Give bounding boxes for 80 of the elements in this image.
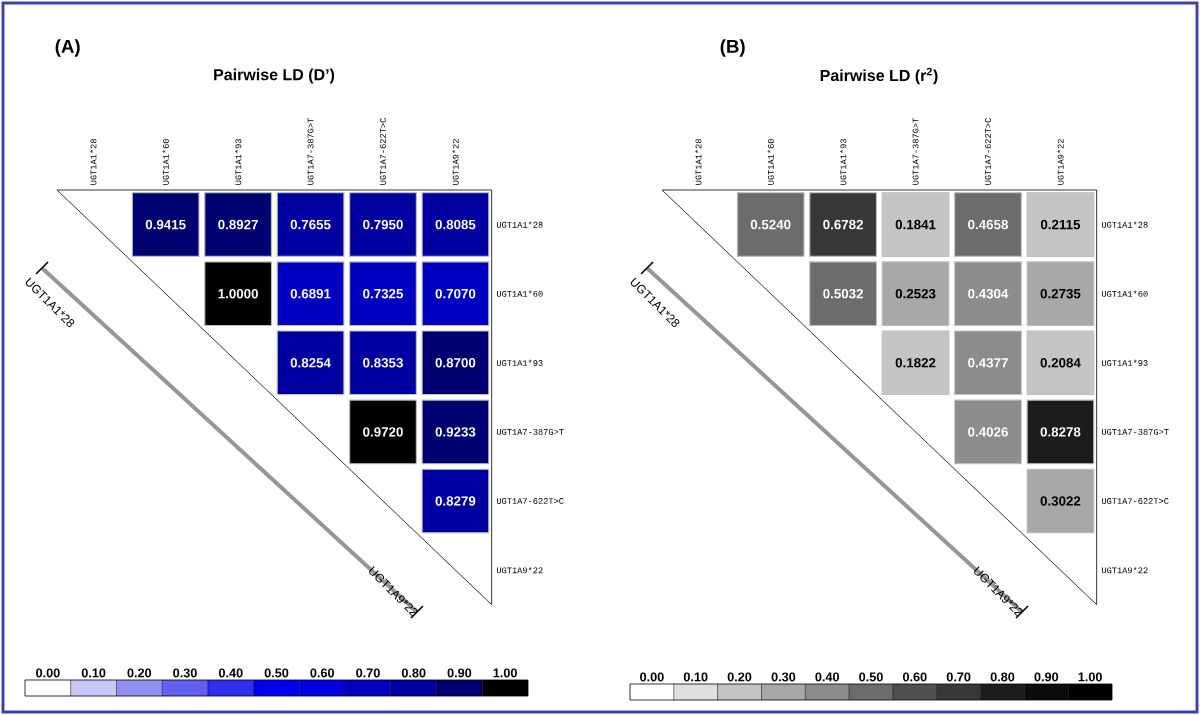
chart-title: Pairwise LD (r$^{2}$) — [820, 67, 938, 85]
data-label: 0.6891 — [290, 288, 331, 299]
data-label: 0.8353 — [363, 358, 403, 368]
x-tick-label: UGT1A1*60 — [767, 139, 774, 185]
color-bar-label: 0.10 — [683, 672, 708, 682]
data-label: 0.8700 — [435, 358, 476, 368]
x-tick-label: UGT1A9*22 — [1057, 139, 1064, 185]
color-bar-label: 0.20 — [127, 668, 152, 678]
data-label: 0.4304 — [968, 288, 1009, 299]
y-tick-label: UGT1A1*93 — [496, 359, 543, 366]
color-bar-label: 0.70 — [946, 672, 971, 682]
data-label: 0.8278 — [1040, 427, 1081, 437]
text: (A) — [55, 39, 80, 57]
data-label: 0.2735 — [1040, 288, 1081, 299]
x-tick-label: UGT1A1*28 — [695, 139, 702, 185]
data-label: 0.5240 — [750, 219, 791, 230]
data-label: 0.2115 — [1040, 219, 1081, 230]
color-bar-label: 0.50 — [264, 668, 289, 678]
color-bar-label: 0.00 — [640, 672, 664, 682]
y-tick-label: UGT1A7-387G>T — [1101, 428, 1169, 435]
x-tick-label: UGT1A9*22 — [452, 139, 459, 185]
color-bar-label: 0.40 — [815, 672, 840, 682]
y-tick-label: UGT1A1*28 — [1101, 221, 1148, 228]
y-tick-label: UGT1A7-622T>C — [1101, 498, 1169, 504]
data-label: 0.2523 — [895, 288, 936, 299]
data-label: 0.8279 — [435, 496, 476, 506]
x-tick-label: UGT1A7-622T>C — [985, 118, 991, 185]
y-tick-label: UGT1A1*28 — [496, 221, 543, 228]
y-tick-label: UGT1A9*22 — [496, 566, 543, 574]
x-tick-label: UGT1A7-622T>C — [380, 118, 386, 185]
y-tick-label: UGT1A1*60 — [496, 290, 543, 297]
data-label: 0.1841 — [895, 219, 936, 230]
data-label: 0.7655 — [290, 219, 331, 230]
data-label: 0.3022 — [1040, 496, 1081, 506]
data-label: 0.5032 — [823, 288, 863, 299]
y-tick-label: UGT1A1*93 — [1101, 359, 1148, 366]
data-label: 0.8254 — [290, 358, 331, 368]
data-label: 0.4658 — [968, 219, 1008, 230]
color-bar-label: 0.90 — [1034, 672, 1059, 682]
color-bar-label: 0.80 — [990, 672, 1015, 682]
y-tick-label: UGT1A7-387G>T — [496, 428, 564, 435]
data-label: 0.9233 — [435, 427, 476, 437]
data-label: 0.9415 — [145, 219, 186, 230]
data-label: 0.1822 — [895, 358, 936, 368]
color-bar-label: 0.30 — [771, 672, 796, 682]
color-bar-label: 0.60 — [902, 672, 927, 682]
color-bar-label: 0.80 — [401, 668, 426, 678]
data-label: 0.7950 — [363, 219, 403, 230]
x-tick-label: UGT1A7-387G>T — [912, 118, 919, 185]
color-bar-label: 0.10 — [81, 668, 106, 678]
data-label: 0.7070 — [435, 288, 476, 299]
x-tick-label: UGT1A1*93 — [839, 139, 847, 185]
color-bar-label: 0.20 — [727, 672, 752, 682]
color-bar-label: 0.30 — [173, 668, 197, 678]
color-bar-label: 0.50 — [859, 672, 883, 682]
chart-title: Pairwise LD (D’) — [214, 68, 335, 84]
color-bar-label: 0.00 — [36, 668, 60, 678]
y-tick-label: UGT1A1*60 — [1101, 290, 1148, 297]
data-label: 0.8927 — [218, 219, 258, 230]
color-bar-label: 1.00 — [493, 668, 517, 678]
y-tick-label: UGT1A7-622T>C — [496, 498, 564, 504]
data-label: 0.4377 — [968, 358, 1008, 368]
x-tick-label: UGT1A1*93 — [234, 139, 242, 185]
color-bar-label: 0.90 — [447, 668, 472, 678]
x-tick-label: UGT1A7-387G>T — [307, 118, 314, 185]
x-tick-label: UGT1A1*60 — [162, 139, 169, 185]
x-tick-label: UGT1A1*28 — [90, 139, 97, 185]
data-label: 0.8085 — [435, 219, 476, 230]
data-label: 0.7325 — [363, 288, 404, 299]
data-label: 1.0000 — [218, 288, 258, 299]
y-tick-label: UGT1A9*22 — [1101, 566, 1148, 574]
data-label: 0.9720 — [363, 427, 403, 437]
data-label: 0.4026 — [968, 427, 1008, 437]
data-label: 0.6782 — [823, 219, 863, 230]
color-bar-label: 0.40 — [218, 668, 243, 678]
color-bar-label: 0.60 — [310, 668, 335, 678]
color-bar-label: 1.00 — [1078, 672, 1102, 682]
color-bar-label: 0.70 — [356, 668, 380, 678]
data-label: 0.2084 — [1040, 358, 1081, 368]
text: (B) — [720, 39, 745, 57]
